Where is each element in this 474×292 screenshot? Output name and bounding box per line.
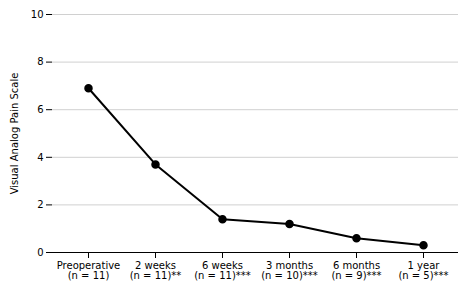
svg-text:6 months(n = 9)***: 6 months(n = 9)***	[331, 260, 381, 281]
svg-text:0: 0	[37, 247, 43, 258]
svg-text:4: 4	[37, 152, 43, 163]
svg-text:2 weeks(n = 11)**: 2 weeks(n = 11)**	[130, 260, 182, 281]
svg-text:3 months(n = 10)***: 3 months(n = 10)***	[261, 260, 318, 281]
svg-text:Visual Analog Pain Scale: Visual Analog Pain Scale	[9, 73, 20, 195]
svg-text:1 year(n = 5)***: 1 year(n = 5)***	[398, 260, 448, 281]
svg-text:Preoperative(n = 11): Preoperative(n = 11)	[57, 260, 121, 281]
svg-text:2: 2	[37, 199, 43, 210]
svg-text:8: 8	[37, 56, 43, 67]
svg-text:6 weeks(n = 11)***: 6 weeks(n = 11)***	[194, 260, 251, 281]
svg-text:10: 10	[31, 9, 44, 20]
svg-text:6: 6	[37, 104, 43, 115]
